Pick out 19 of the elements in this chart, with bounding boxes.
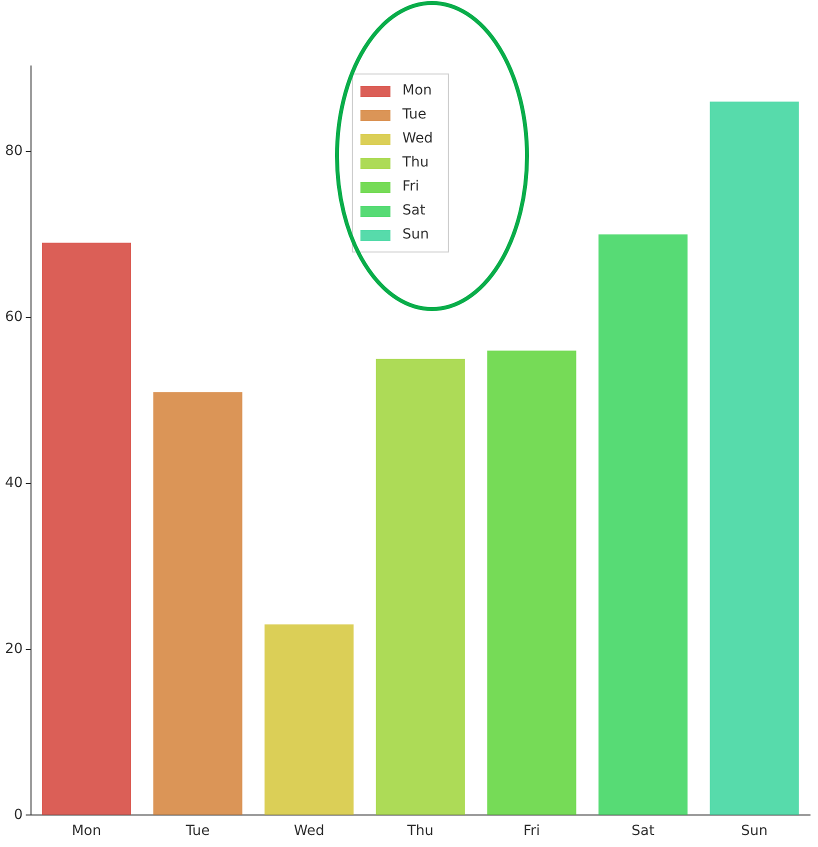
legend-label: Thu bbox=[401, 154, 429, 171]
y-tick-label: 60 bbox=[4, 309, 23, 326]
y-tick-label: 40 bbox=[4, 474, 23, 491]
x-tick-label: Sun bbox=[741, 823, 768, 840]
x-tick-label: Wed bbox=[294, 823, 324, 840]
x-tick-label: Sat bbox=[632, 823, 656, 840]
legend-label: Mon bbox=[402, 82, 432, 99]
legend-label: Tue bbox=[401, 106, 426, 123]
y-tick-label: 20 bbox=[4, 640, 23, 657]
x-tick-label: Thu bbox=[406, 823, 434, 840]
x-tick-label: Tue bbox=[184, 823, 210, 840]
x-tick-label: Fri bbox=[523, 823, 540, 840]
legend-label: Wed bbox=[402, 130, 433, 147]
y-tick-label: 80 bbox=[4, 143, 23, 160]
y-tick-label: 0 bbox=[14, 806, 23, 823]
legend-label: Fri bbox=[402, 178, 420, 195]
legend-label: Sun bbox=[402, 226, 430, 243]
legend-label: Sat bbox=[402, 202, 426, 219]
x-tick-label: Mon bbox=[72, 823, 102, 840]
